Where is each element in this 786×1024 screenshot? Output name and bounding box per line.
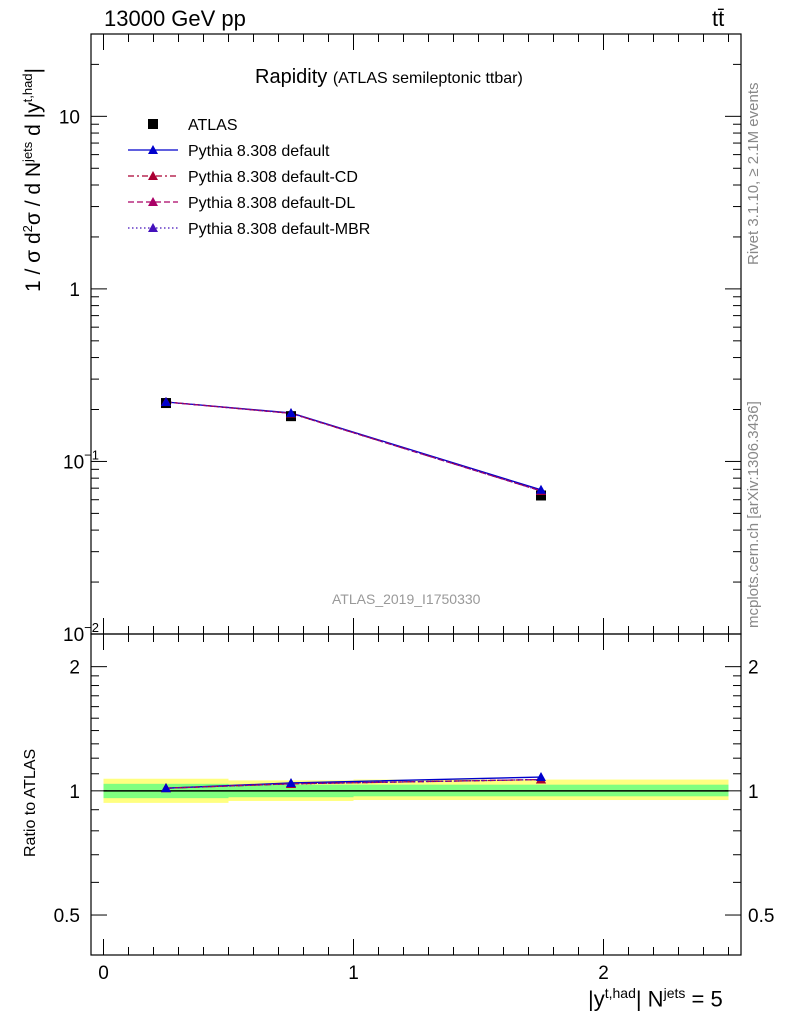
- legend-marker-atlas: [148, 119, 158, 129]
- main-marker-default: [161, 397, 171, 407]
- main-line-default: [165, 401, 542, 491]
- main-line-mbr: [165, 401, 542, 492]
- legend-marker-default: [148, 145, 158, 154]
- plot-title-main: Rapidity: [255, 66, 328, 88]
- watermark-analysis-id: ATLAS_2019_I1750330: [332, 591, 481, 607]
- y-tick-label-main: 1: [69, 280, 80, 301]
- ratio-marker-default: [536, 772, 546, 782]
- header-process-label: 13000 GeV pp: [104, 6, 246, 31]
- ratio-line-dl: [165, 778, 542, 789]
- ratio-marker-default: [286, 777, 296, 787]
- plot-title: Rapidity (ATLAS semileptonic ttbar): [255, 66, 523, 89]
- y-tick-label-main: 10: [59, 107, 80, 128]
- y-axis-label-main: 1 / σ d2σ / d Njets d |yt,had|: [20, 68, 45, 292]
- legend-marker-cd: [148, 171, 158, 180]
- x-tick-label: 1: [348, 963, 359, 984]
- y-tick-label-main: 10−2: [63, 620, 99, 646]
- x-tick-label: 0: [98, 963, 109, 984]
- y-tick-label-ratio-left: 2: [69, 658, 80, 679]
- ratio-marker-default: [161, 783, 171, 793]
- legend-label-atlas: ATLAS: [188, 117, 238, 134]
- side-label-mcplots: mcplots.cern.ch [arXiv:1306.3436]: [745, 401, 762, 628]
- y-tick-label-ratio-left: 0.5: [54, 906, 80, 927]
- main-marker-default: [286, 407, 296, 417]
- y-tick-label-ratio-right: 2: [748, 658, 759, 679]
- atlas-data-point: [536, 490, 546, 501]
- legend-label-cd: Pythia 8.308 default-CD: [188, 169, 358, 186]
- y-tick-label-ratio-left: 1: [69, 782, 80, 803]
- ratio-plot-frame: [90, 633, 742, 956]
- plot-subtitle: (ATLAS semileptonic ttbar): [332, 70, 523, 87]
- main-line-cd: [165, 401, 542, 492]
- y-tick-label-ratio-right: 1: [748, 782, 759, 803]
- side-label-rivet: Rivet 3.1.10, ≥ 2.1M events: [745, 82, 762, 266]
- legend-label-default: Pythia 8.308 default: [188, 143, 330, 160]
- y-axis-label-ratio: Ratio to ATLAS: [22, 748, 39, 857]
- legend-label-dl: Pythia 8.308 default-DL: [188, 195, 355, 212]
- main-marker-default: [536, 484, 546, 494]
- header-final-state-label: tt̄: [712, 6, 725, 31]
- legend-marker-dl: [148, 197, 158, 206]
- main-line-dl: [165, 401, 542, 492]
- x-axis-label: |yt,had| Njets = 5: [588, 985, 723, 1012]
- legend-label-mbr: Pythia 8.308 default-MBR: [188, 221, 370, 238]
- legend-marker-mbr: [148, 223, 158, 232]
- y-tick-label-ratio-right: 0.5: [748, 906, 774, 927]
- x-tick-label: 2: [598, 963, 609, 984]
